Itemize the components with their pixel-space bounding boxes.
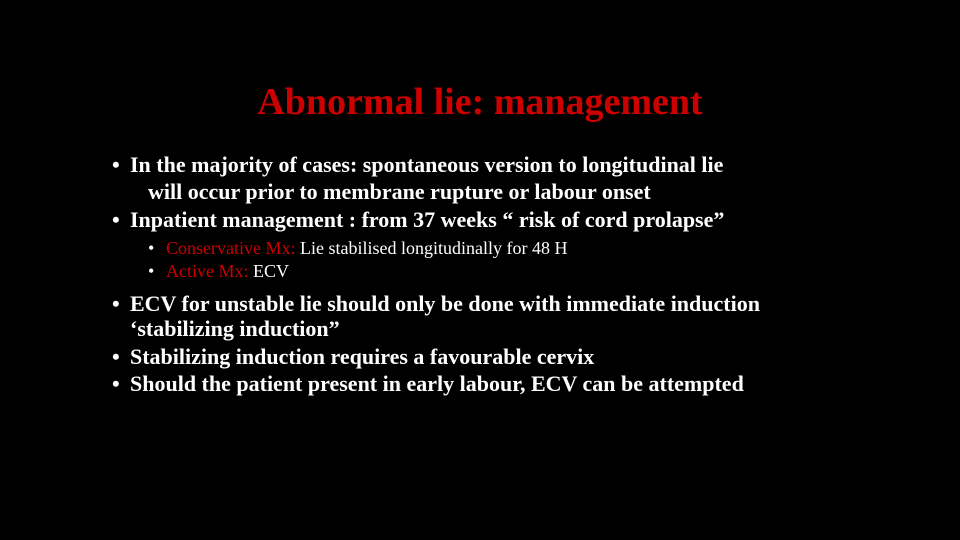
highlight-active: Active Mx: (166, 261, 249, 281)
slide: Abnormal lie: management In the majority… (0, 0, 960, 540)
highlight-conservative: Conservative Mx: (166, 238, 295, 258)
bullet-1-continuation: will occur prior to membrane rupture or … (110, 179, 850, 204)
bullet-2-sub-2: Active Mx: ECV (110, 261, 850, 283)
bullet-list: In the majority of cases: spontaneous ve… (110, 152, 850, 396)
bullet-2-sub-1-rest: Lie stabilised longitudinally for 48 H (295, 238, 567, 258)
bullet-3: ECV for unstable lie should only be done… (110, 291, 850, 342)
bullet-1: In the majority of cases: spontaneous ve… (110, 152, 850, 177)
bullet-2-sub-2-rest: ECV (249, 261, 290, 281)
slide-title: Abnormal lie: management (110, 80, 850, 124)
bullet-2-sub-1: Conservative Mx: Lie stabilised longitud… (110, 238, 850, 260)
bullet-2: Inpatient management : from 37 weeks “ r… (110, 207, 850, 232)
bullet-5: Should the patient present in early labo… (110, 371, 850, 396)
bullet-4: Stabilizing induction requires a favoura… (110, 344, 850, 369)
